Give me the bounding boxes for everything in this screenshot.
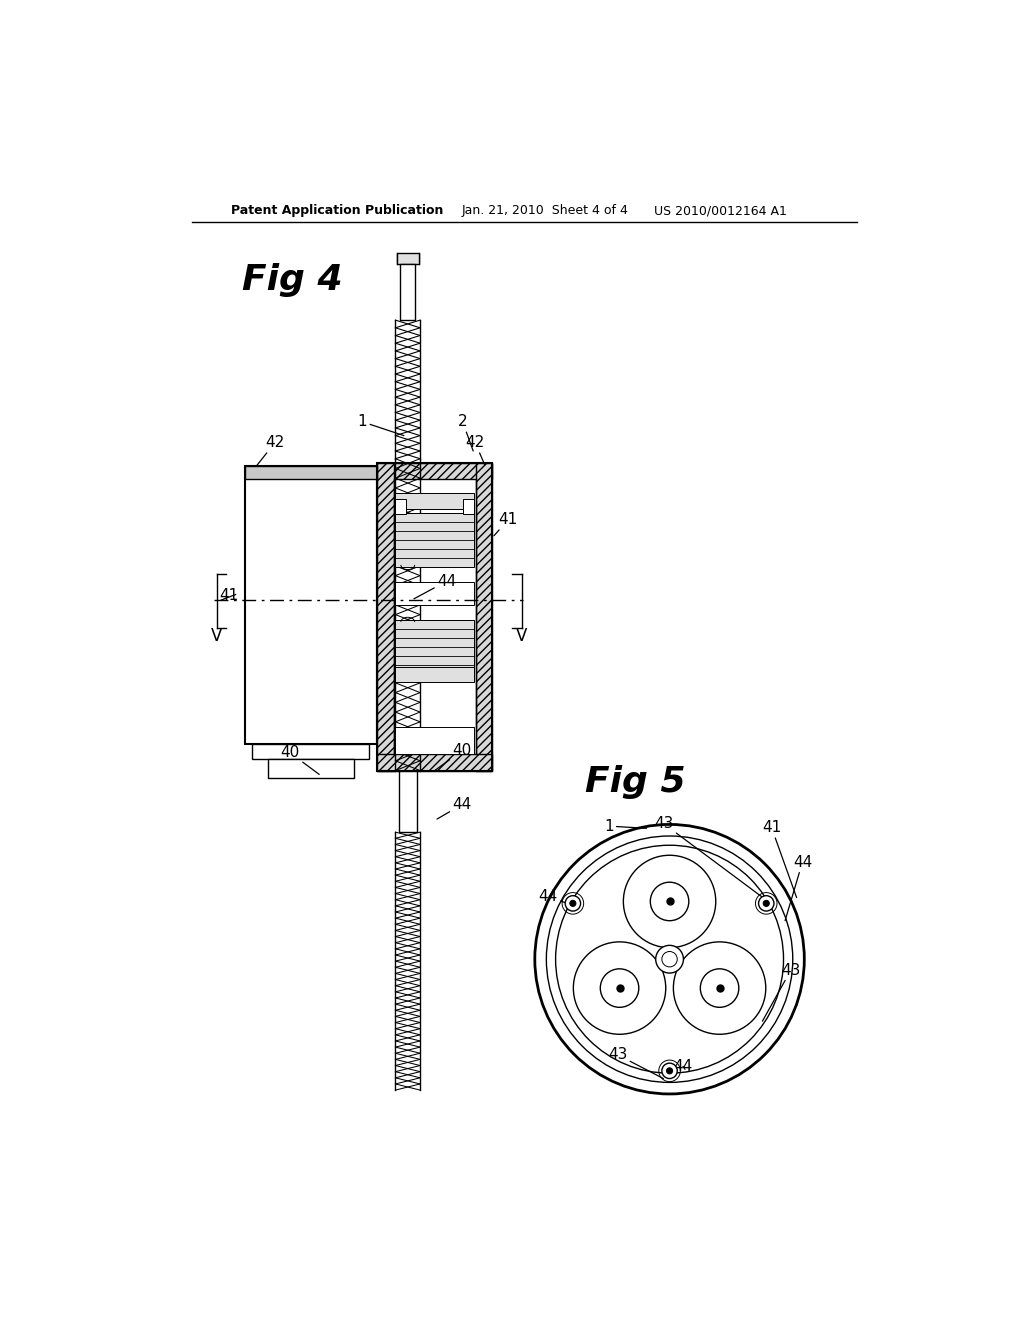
Text: 42: 42 [466,436,484,465]
Circle shape [674,942,766,1035]
Text: 1: 1 [357,414,403,436]
Bar [397,253,419,264]
Text: V: V [516,627,527,644]
Circle shape [535,825,804,1094]
Circle shape [763,900,769,907]
Text: V: V [211,627,222,644]
Bar [267,759,354,779]
Circle shape [573,942,666,1035]
Text: 40: 40 [281,746,319,775]
Text: 44: 44 [414,574,457,599]
Bar [245,466,377,479]
Circle shape [759,896,774,911]
Circle shape [662,1063,677,1078]
Bar [395,667,474,682]
Text: 41: 41 [762,820,797,898]
Text: 44: 44 [785,855,812,921]
Circle shape [655,945,683,973]
Text: 1: 1 [604,818,646,834]
Text: 43: 43 [654,816,763,898]
Circle shape [569,900,575,907]
Text: 42: 42 [256,436,285,466]
Bar [377,754,493,771]
Text: 44: 44 [437,797,472,818]
Text: 44: 44 [539,890,579,907]
Text: 2: 2 [458,414,473,451]
Circle shape [565,896,581,911]
Bar [395,494,474,508]
Bar [245,466,377,743]
Text: 41: 41 [219,589,239,603]
Bar [377,462,394,771]
Text: 43: 43 [608,1047,664,1078]
Bar [395,499,407,515]
Bar [377,462,493,771]
Bar [395,512,474,566]
Text: 43: 43 [763,962,801,1022]
Text: Patent Application Publication: Patent Application Publication [230,205,443,218]
Circle shape [624,855,716,948]
Text: Jan. 21, 2010  Sheet 4 of 4: Jan. 21, 2010 Sheet 4 of 4 [462,205,629,218]
Bar [377,462,493,479]
Bar [463,499,474,515]
Bar [252,743,370,759]
Circle shape [667,1068,673,1074]
Bar [398,771,417,832]
Bar [400,264,416,321]
Bar [475,462,493,771]
Bar [395,726,474,754]
Bar [395,620,474,675]
Text: 40: 40 [435,743,472,771]
Text: 41: 41 [494,512,518,536]
Text: 44: 44 [674,1059,692,1074]
Text: US 2010/0012164 A1: US 2010/0012164 A1 [654,205,787,218]
Bar [395,582,474,605]
Text: Fig 5: Fig 5 [585,766,685,799]
Text: Fig 4: Fig 4 [243,263,343,297]
